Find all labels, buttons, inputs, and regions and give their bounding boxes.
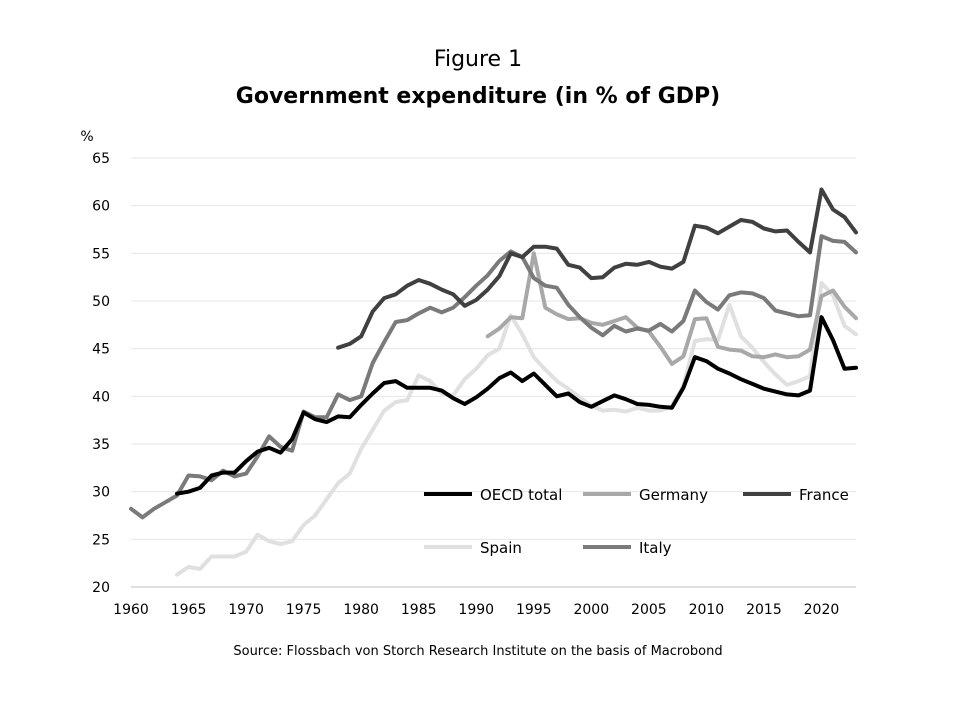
x-tick-label: 2005 [631, 602, 667, 618]
y-tick-label: 35 [92, 437, 110, 453]
chart-title: Government expenditure (in % of GDP) [235, 84, 721, 109]
x-tick-label: 1970 [228, 602, 264, 618]
series-line-italy [129, 234, 858, 520]
series-lines [129, 187, 858, 577]
x-tick-label: 2015 [746, 602, 782, 618]
source-note: Source: Flossbach von Storch Research In… [233, 644, 723, 659]
series-line-france [336, 187, 858, 350]
y-tick-label: 45 [92, 342, 110, 358]
legend: OECD total Germany France Spain Italy [424, 486, 849, 557]
y-tick-label: 65 [92, 151, 110, 167]
y-tick-label: 40 [92, 389, 110, 405]
x-tick-label: 2000 [573, 602, 609, 618]
y-tick-label: 60 [92, 199, 110, 215]
x-tick-label: 2020 [804, 602, 840, 618]
legend-label-france: France [799, 486, 849, 504]
series-line-germany [485, 251, 858, 366]
y-tick-label: 30 [92, 485, 110, 501]
x-tick-label: 1995 [516, 602, 552, 618]
x-tick-label: 1975 [286, 602, 322, 618]
y-tick-label: 25 [92, 532, 110, 548]
x-tick-label: 1965 [171, 602, 207, 618]
gridlines [131, 157, 856, 588]
y-tick-label: 55 [92, 246, 110, 262]
series-line-spain [175, 280, 858, 577]
y-tick-label: 50 [92, 294, 110, 310]
figure-label: Figure 1 [433, 47, 523, 72]
legend-label-spain: Spain [480, 539, 522, 557]
x-tick-label: 1990 [458, 602, 494, 618]
x-tick-label: 2010 [689, 602, 725, 618]
y-tick-label: 20 [92, 580, 110, 596]
y-axis-label: % [80, 129, 93, 145]
legend-label-oecd-total: OECD total [480, 486, 562, 504]
x-tick-label: 1985 [401, 602, 437, 618]
axes: 20 25 30 35 40 45 50 55 60 65% 1960 1965 1970 1975 198… [80, 129, 856, 618]
legend-label-italy: Italy [639, 539, 672, 557]
x-tick-label: 1960 [113, 602, 149, 618]
x-tick-label: 1980 [343, 602, 379, 618]
series-line-oecd-total [175, 315, 858, 496]
legend-label-germany: Germany [639, 486, 708, 504]
